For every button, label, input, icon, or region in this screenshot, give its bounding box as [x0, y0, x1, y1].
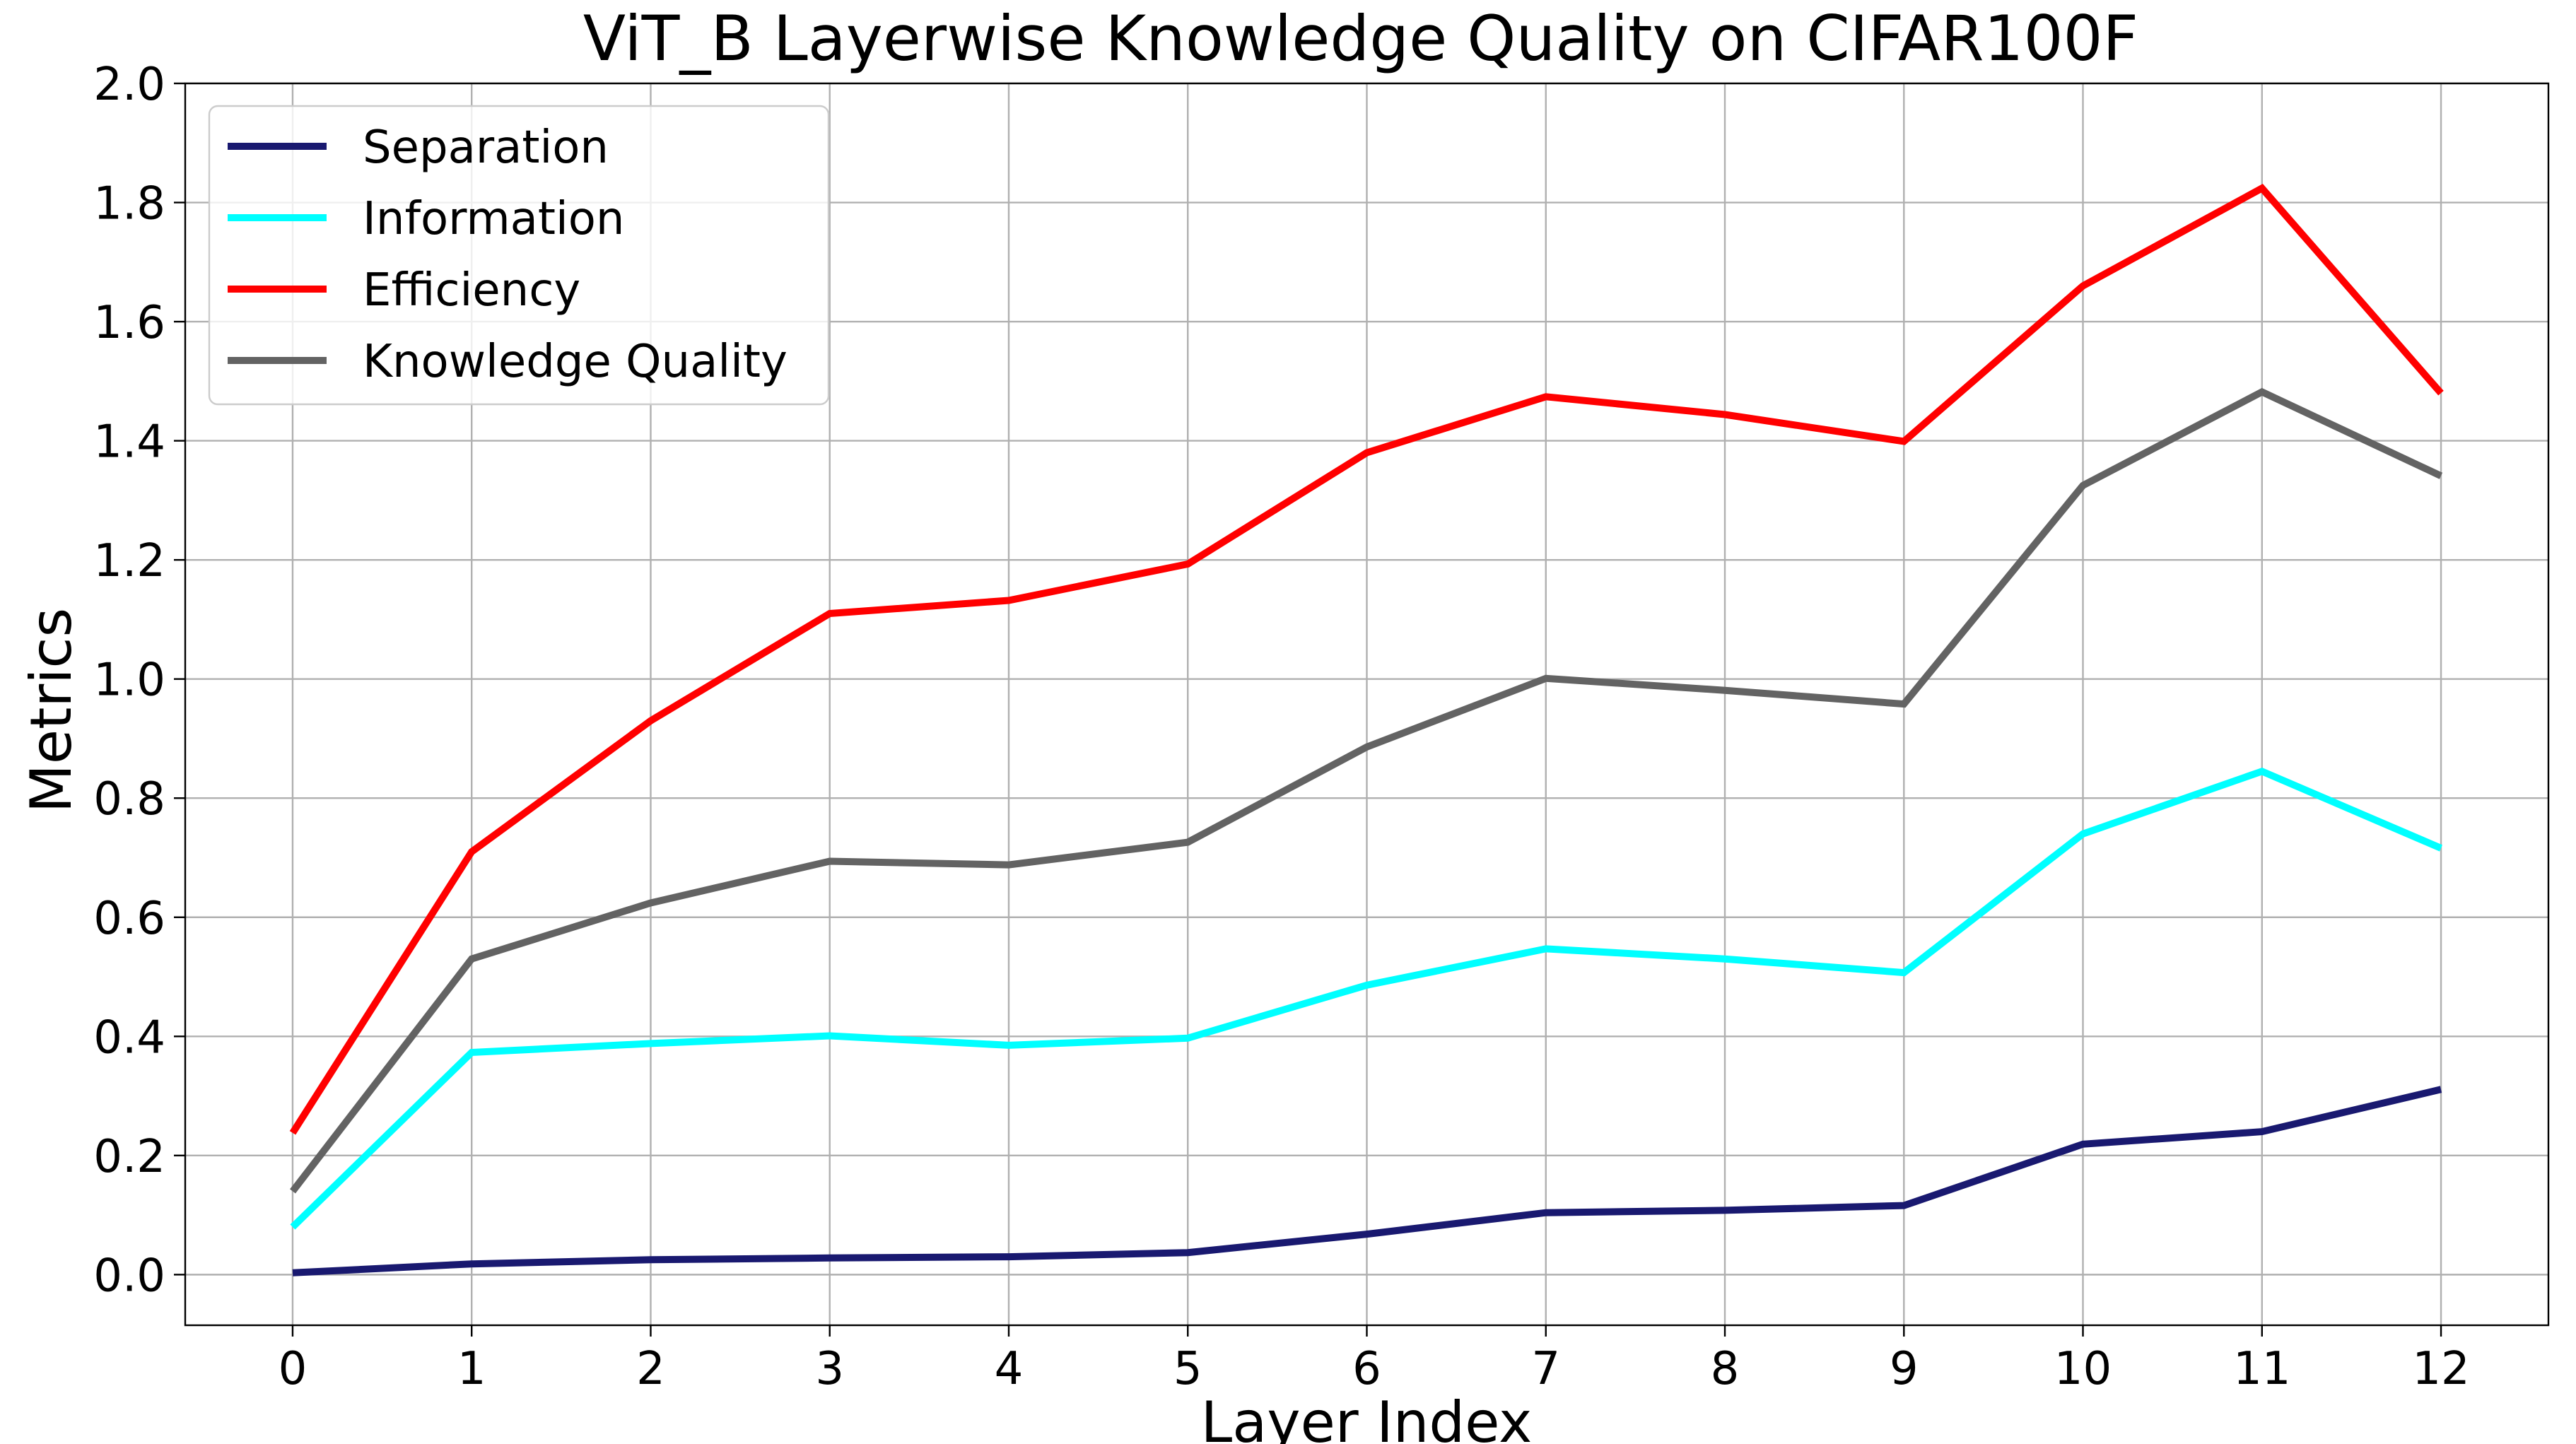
series-lines [289, 183, 2444, 1276]
y-tick-label: 1.0 [93, 655, 165, 707]
legend-label-separation: Separation [363, 122, 609, 174]
axis-ticks: 0 1 2 3 4 5 6 7 8 9 10 11 120.00.20.40.60.81.01.21.4… [93, 59, 2470, 1395]
x-tick-label: 12 [2412, 1343, 2469, 1395]
chart-title: ViT_B Layerwise Knowledge Quality on CIF… [583, 2, 2138, 75]
x-tick-label: 9 [1890, 1343, 1919, 1395]
y-tick-label: 1.8 [93, 178, 165, 230]
legend-label-knowledge-quality: Knowledge Quality [363, 336, 788, 388]
x-tick-label: 2 [636, 1343, 665, 1395]
x-tick-label: 3 [815, 1343, 844, 1395]
x-tick-label: 11 [2233, 1343, 2290, 1395]
y-axis-label: Metrics [18, 608, 84, 813]
x-tick-label: 1 [457, 1343, 486, 1395]
y-tick-label: 0.6 [93, 893, 165, 945]
y-tick-label: 1.6 [93, 297, 165, 349]
y-tick-label: 0.0 [93, 1250, 165, 1302]
x-tick-label: 5 [1173, 1343, 1202, 1395]
x-tick-label: 4 [995, 1343, 1024, 1395]
y-tick-label: 2.0 [93, 59, 165, 111]
y-tick-label: 0.8 [93, 773, 165, 826]
legend-label-information: Information [363, 193, 624, 245]
y-tick-label: 0.2 [93, 1131, 165, 1183]
series-line-knowledge-quality [290, 387, 2443, 1194]
y-tick-label: 1.2 [93, 535, 165, 587]
legend: Separation Information Efficiency Knowledge… [208, 105, 830, 406]
y-tick-label: 0.4 [93, 1011, 165, 1064]
series-line-information [290, 767, 2442, 1230]
x-tick-label: 0 [279, 1343, 308, 1395]
series-line-separation [292, 1086, 2442, 1276]
y-tick-label: 1.4 [93, 416, 165, 469]
legend-label-efficiency: Efficiency [363, 264, 580, 317]
x-tick-label: 10 [2054, 1343, 2112, 1395]
x-axis-label: Layer Index [1201, 1390, 1533, 1444]
x-tick-label: 7 [1531, 1343, 1560, 1395]
x-tick-label: 8 [1711, 1343, 1740, 1395]
x-tick-label: 6 [1352, 1343, 1381, 1395]
legend-box [208, 105, 830, 406]
series-line-efficiency [289, 183, 2444, 1135]
